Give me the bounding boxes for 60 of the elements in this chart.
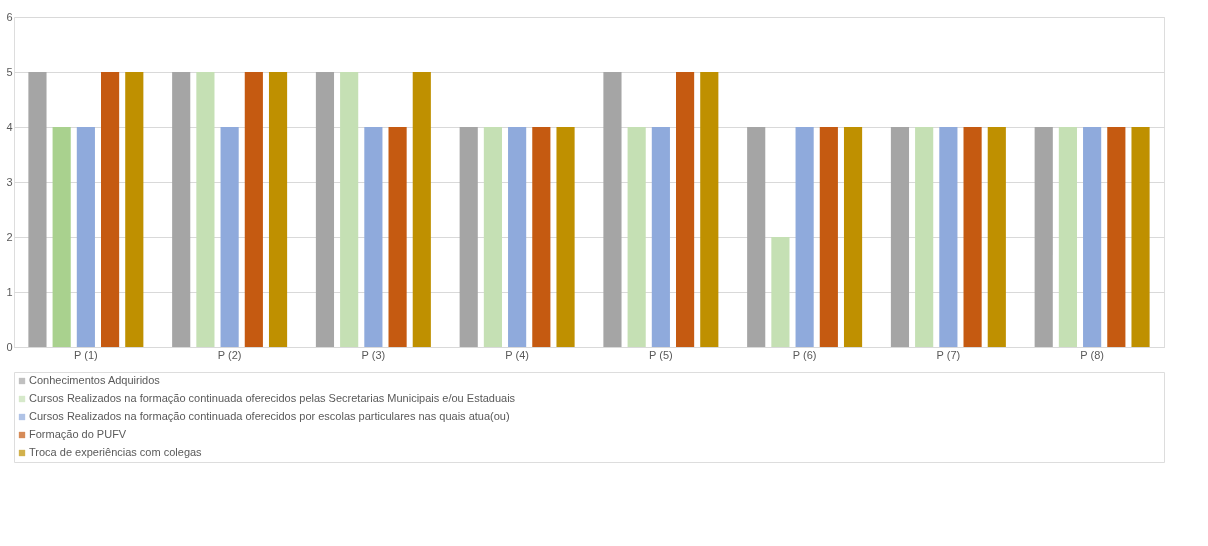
bar — [268, 72, 288, 347]
legend-label: Cursos Realizados na formação continuada oferecidos por escolas particulares nas quais atua(ou) — [29, 410, 510, 422]
bar — [220, 127, 239, 347]
legend-label: Formação do PUFV — [29, 428, 127, 440]
bar — [340, 72, 359, 347]
bar — [76, 127, 95, 347]
bar — [28, 72, 47, 347]
legend-label: Conhecimentos Adquiridos — [29, 374, 161, 386]
bar — [244, 72, 263, 347]
legend-label: Troca de experiências com colegas — [29, 446, 203, 458]
x-tick-label: P (2) — [217, 348, 242, 361]
x-tick-label: P (1) — [74, 348, 98, 361]
y-tick-label: 5 — [6, 65, 13, 78]
bar — [627, 127, 646, 347]
y-tick-label: 2 — [6, 230, 13, 243]
bar — [388, 127, 407, 347]
bar — [459, 127, 478, 347]
bar — [915, 127, 934, 347]
x-tick-label: P (5) — [649, 348, 673, 361]
y-tick-label: 3 — [6, 175, 13, 188]
x-tick-label: P (8) — [1080, 348, 1104, 361]
legend-label: Cursos Realizados na formação continuada oferecidos pelas Secretarias Municipais e/ou Estaduais — [29, 392, 516, 404]
bar — [172, 72, 191, 347]
bar — [532, 127, 551, 347]
bar — [508, 127, 527, 347]
bar — [412, 72, 431, 347]
bar — [125, 72, 144, 347]
bar — [603, 72, 622, 347]
bar — [963, 127, 982, 347]
x-tick-label: P (6) — [792, 348, 817, 361]
bar — [52, 127, 71, 347]
bar — [315, 72, 335, 347]
bar — [676, 72, 695, 347]
bar — [987, 127, 1006, 347]
bar — [747, 127, 766, 347]
bar — [364, 127, 383, 347]
bar — [1034, 127, 1053, 347]
bar — [843, 127, 863, 347]
bar — [795, 127, 814, 347]
x-tick-label: P (3) — [361, 348, 386, 361]
bar — [1083, 127, 1102, 347]
bar — [700, 72, 719, 347]
bar — [1107, 127, 1126, 347]
bar — [651, 127, 670, 347]
bar — [890, 127, 910, 347]
bar — [101, 72, 120, 347]
y-tick-label: 0 — [6, 340, 13, 353]
bar — [771, 237, 790, 347]
bar — [819, 127, 838, 347]
bar — [939, 127, 958, 347]
y-tick-label: 1 — [6, 285, 13, 298]
bar — [556, 127, 575, 347]
y-tick-label: 6 — [6, 10, 13, 23]
bar — [483, 127, 502, 347]
bar — [1131, 127, 1150, 347]
bar — [196, 72, 215, 347]
bar — [1058, 127, 1077, 347]
y-tick-label: 4 — [6, 120, 13, 133]
x-tick-label: P (7) — [936, 348, 961, 361]
x-tick-label: P (4) — [505, 348, 529, 361]
